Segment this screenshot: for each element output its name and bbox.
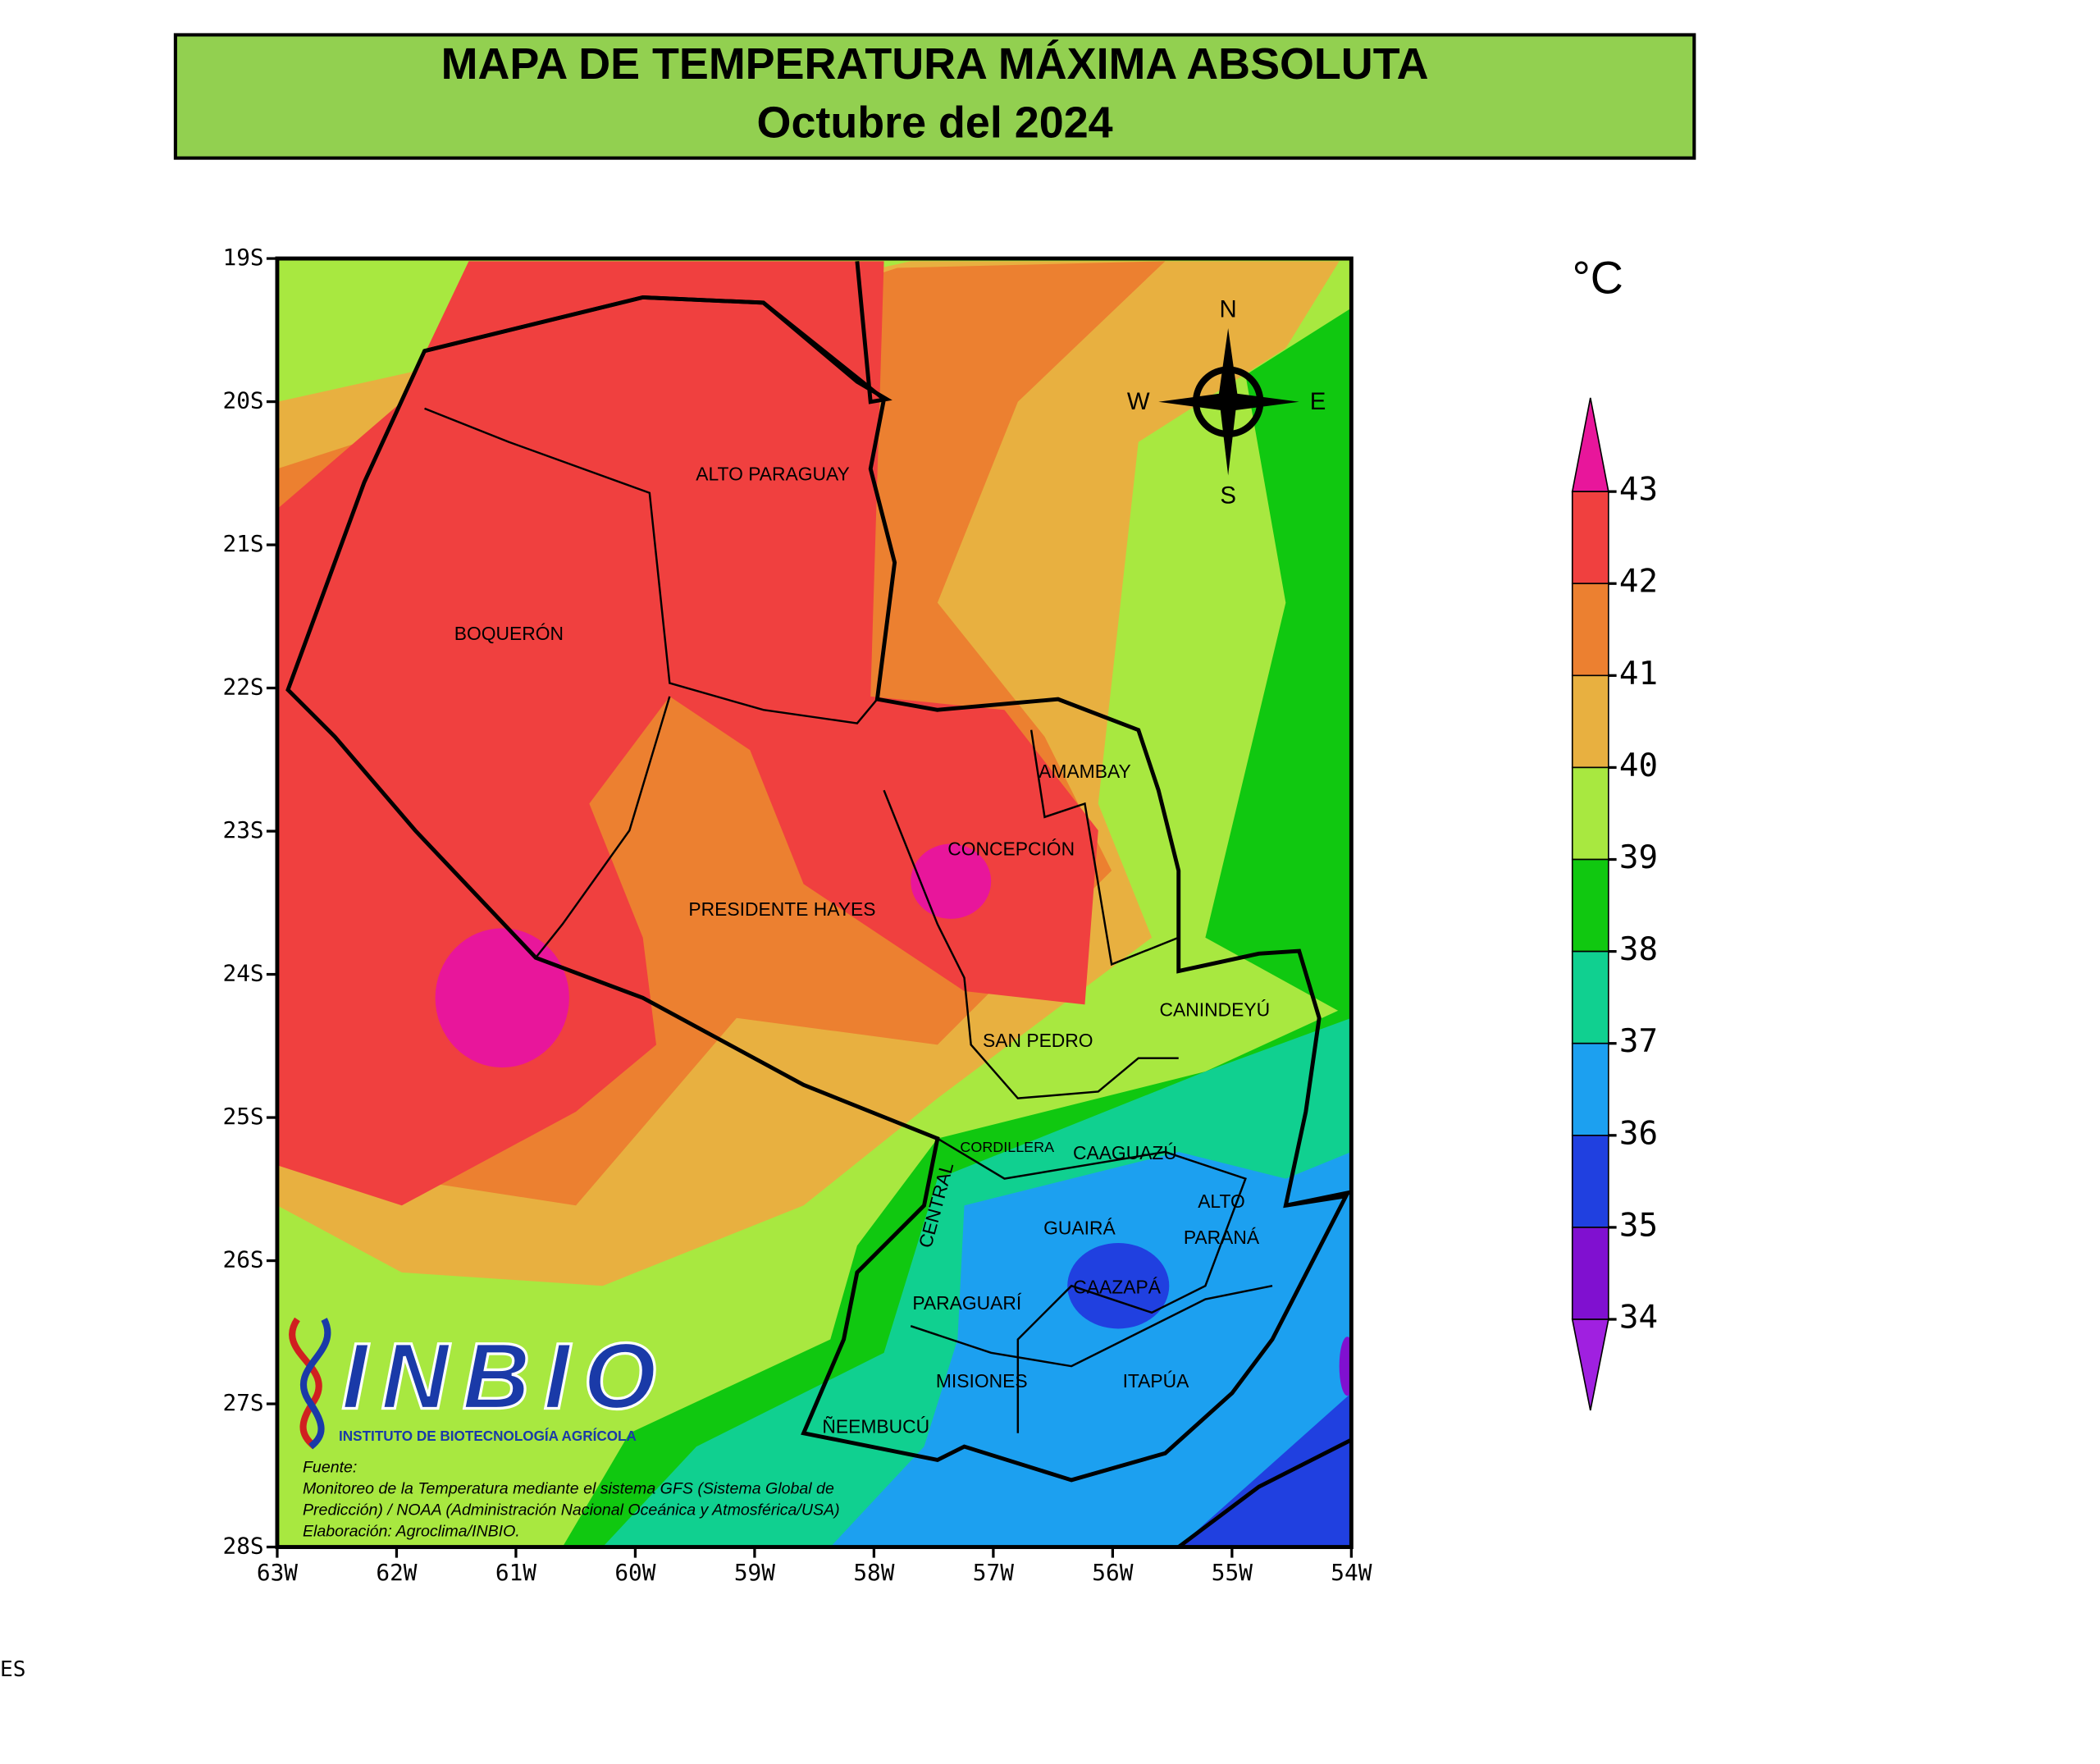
source-line: Elaboración: Agroclima/INBIO. [303, 1523, 520, 1541]
title: MAPA DE TEMPERATURA MÁXIMA ABSOLUTA [441, 39, 1429, 89]
border [1177, 1437, 1353, 1549]
lat-label: 27S [223, 1389, 264, 1416]
legend-label: 42 [1619, 564, 1658, 601]
logo-name: INBIO [341, 1325, 656, 1429]
lon-label: 54W [1331, 1559, 1372, 1586]
legend-band [1571, 491, 1609, 585]
legend-band [1571, 766, 1609, 861]
source-line: Predicción) / NOAA (Administración Nacio… [303, 1501, 840, 1520]
region-label: CORDILLERA [960, 1139, 1054, 1155]
legend-label: 40 [1619, 747, 1658, 784]
lat-label: 19S [223, 244, 264, 271]
dept-border [937, 1137, 1247, 1433]
dept-border [424, 407, 879, 724]
region-label: BOQUERÓN [454, 623, 564, 644]
legend-label: 35 [1619, 1207, 1658, 1244]
lon-label: 57W [973, 1559, 1014, 1586]
source-line: Fuente: [303, 1458, 357, 1476]
region-label: ALTO [1198, 1190, 1245, 1212]
region-label: PARANÁ [1184, 1227, 1260, 1248]
lat-label: 28S [223, 1533, 264, 1560]
legend-label: 36 [1619, 1115, 1658, 1152]
lon-label: 62W [376, 1559, 417, 1586]
legend-band [1571, 583, 1609, 677]
legend-band [1571, 950, 1609, 1044]
lat-label: 23S [223, 816, 264, 843]
legend-label: 39 [1619, 839, 1658, 876]
border [1285, 1190, 1352, 1208]
lat-label: 22S [223, 674, 264, 701]
lon-label: 61W [495, 1559, 536, 1586]
legend-cap [1571, 397, 1609, 492]
region-label: GUAIRÁ [1043, 1218, 1116, 1239]
logo-subtitle: INSTITUTO DE BIOTECNOLOGÍA AGRÍCOLA [339, 1428, 637, 1444]
lon-label: 56W [1092, 1559, 1133, 1586]
legend-band [1571, 858, 1609, 953]
region-label: ÑEEMBUCÚ [822, 1415, 929, 1437]
lat-label: 26S [223, 1246, 264, 1273]
borders [285, 261, 1353, 1549]
legend-band [1571, 1134, 1609, 1228]
compass-label: S [1220, 482, 1236, 509]
region-label: MISIONES [936, 1370, 1028, 1392]
logo-helix [289, 1317, 322, 1450]
lat-label: 21S [223, 530, 264, 557]
legend-band [1571, 674, 1609, 769]
logo: INBIO INSTITUTO DE BIOTECNOLOGÍA AGRÍCOL… [289, 1317, 658, 1450]
legend-band [1571, 1227, 1609, 1320]
lon-label: 63W [257, 1559, 298, 1586]
logo-helix [299, 1318, 331, 1450]
region-label: CANINDEYÚ [1160, 999, 1271, 1021]
region-label: CAAZAPÁ [1073, 1276, 1161, 1297]
legend-label: 41 [1619, 656, 1658, 692]
legend-label: 38 [1619, 931, 1658, 968]
map-frame [275, 256, 1354, 1549]
region-label: ALTO PARAGUAY [696, 464, 849, 485]
compass-label: N [1220, 296, 1237, 323]
footer-fragment: ES [0, 1657, 25, 1682]
region-label: SAN PEDRO [983, 1030, 1093, 1051]
temperature-zone [911, 843, 992, 919]
title-box [173, 33, 1696, 160]
lon-label: 55W [1212, 1559, 1253, 1586]
compass-label: E [1310, 388, 1326, 415]
lon-label: 58W [853, 1559, 894, 1586]
lat-label: 20S [223, 387, 264, 414]
region-label: CAAGUAZÚ [1073, 1142, 1177, 1163]
compass-ring [1192, 366, 1264, 438]
dept-border [1029, 729, 1180, 967]
temperature-zone [435, 928, 569, 1068]
temperature-zone [1178, 1392, 1352, 1547]
lat-label: 25S [223, 1103, 264, 1130]
legend-cap [1571, 1318, 1609, 1411]
temperature-zone [1205, 308, 1352, 1018]
legend-band [1571, 1042, 1609, 1136]
dept-border [535, 696, 671, 959]
compass: N E S W [1127, 296, 1326, 510]
temperature-zone [1339, 1337, 1352, 1396]
legend-label: 43 [1619, 472, 1658, 509]
region-label: AMAMBAY [1039, 761, 1131, 782]
lon-label: 60W [614, 1559, 655, 1586]
region-label: ITAPÚA [1123, 1370, 1190, 1392]
region-label: CONCEPCIÓN [947, 839, 1075, 860]
country-border [285, 295, 1350, 1483]
region-label: PRESIDENTE HAYES [688, 898, 875, 920]
source-line: Monitoreo de la Temperatura mediante el … [303, 1480, 834, 1498]
temperature-field [276, 258, 1352, 1547]
subtitle: Octubre del 2024 [757, 98, 1113, 148]
legend-label: 34 [1619, 1300, 1658, 1337]
legend-unit: °C [1573, 252, 1623, 303]
temperature-zone [1067, 1242, 1170, 1329]
legend-label: 37 [1619, 1023, 1658, 1060]
compass-label: W [1127, 388, 1150, 415]
region-label: PARAGUARÍ [912, 1292, 1022, 1314]
dept-border [910, 1284, 1273, 1368]
dept-border [883, 789, 1179, 1099]
lat-label: 24S [223, 960, 264, 987]
lon-label: 59W [734, 1559, 775, 1586]
